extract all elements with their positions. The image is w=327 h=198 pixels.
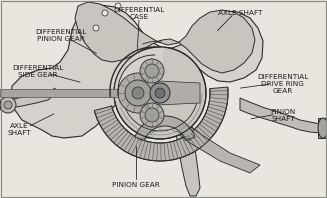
Polygon shape	[158, 81, 200, 105]
Circle shape	[115, 3, 121, 9]
Circle shape	[155, 88, 165, 98]
Polygon shape	[175, 122, 200, 196]
Text: DIFFERENTIAL
SIDE GEAR: DIFFERENTIAL SIDE GEAR	[12, 65, 63, 78]
Polygon shape	[318, 118, 327, 138]
Circle shape	[93, 25, 99, 31]
Text: DIFFERENTIAL
DRIVE RING
GEAR: DIFFERENTIAL DRIVE RING GEAR	[257, 74, 308, 94]
Circle shape	[102, 10, 108, 16]
Circle shape	[125, 80, 151, 106]
Text: DIFFERENTIAL
PINION GEAR: DIFFERENTIAL PINION GEAR	[35, 29, 86, 42]
Wedge shape	[114, 47, 164, 101]
Circle shape	[145, 64, 159, 78]
Circle shape	[140, 103, 164, 127]
Circle shape	[118, 73, 158, 113]
Polygon shape	[0, 89, 180, 97]
Wedge shape	[135, 116, 195, 140]
Circle shape	[150, 83, 170, 103]
Polygon shape	[10, 5, 263, 138]
Ellipse shape	[318, 118, 327, 138]
Text: AXLE SHAFT: AXLE SHAFT	[218, 10, 263, 16]
Polygon shape	[75, 2, 255, 73]
Circle shape	[0, 97, 16, 113]
Circle shape	[114, 47, 206, 139]
Text: PINION
SHAFT: PINION SHAFT	[270, 109, 296, 122]
Text: PINION GEAR: PINION GEAR	[112, 182, 160, 188]
Polygon shape	[175, 123, 260, 173]
Wedge shape	[94, 87, 228, 161]
Circle shape	[145, 108, 159, 122]
Polygon shape	[240, 98, 327, 133]
Circle shape	[140, 59, 164, 83]
Circle shape	[4, 101, 12, 109]
Circle shape	[132, 87, 144, 99]
Text: AXLE
SHAFT: AXLE SHAFT	[8, 123, 31, 136]
Polygon shape	[0, 88, 55, 110]
Text: DIFFERENTIAL
CASE: DIFFERENTIAL CASE	[113, 7, 164, 20]
